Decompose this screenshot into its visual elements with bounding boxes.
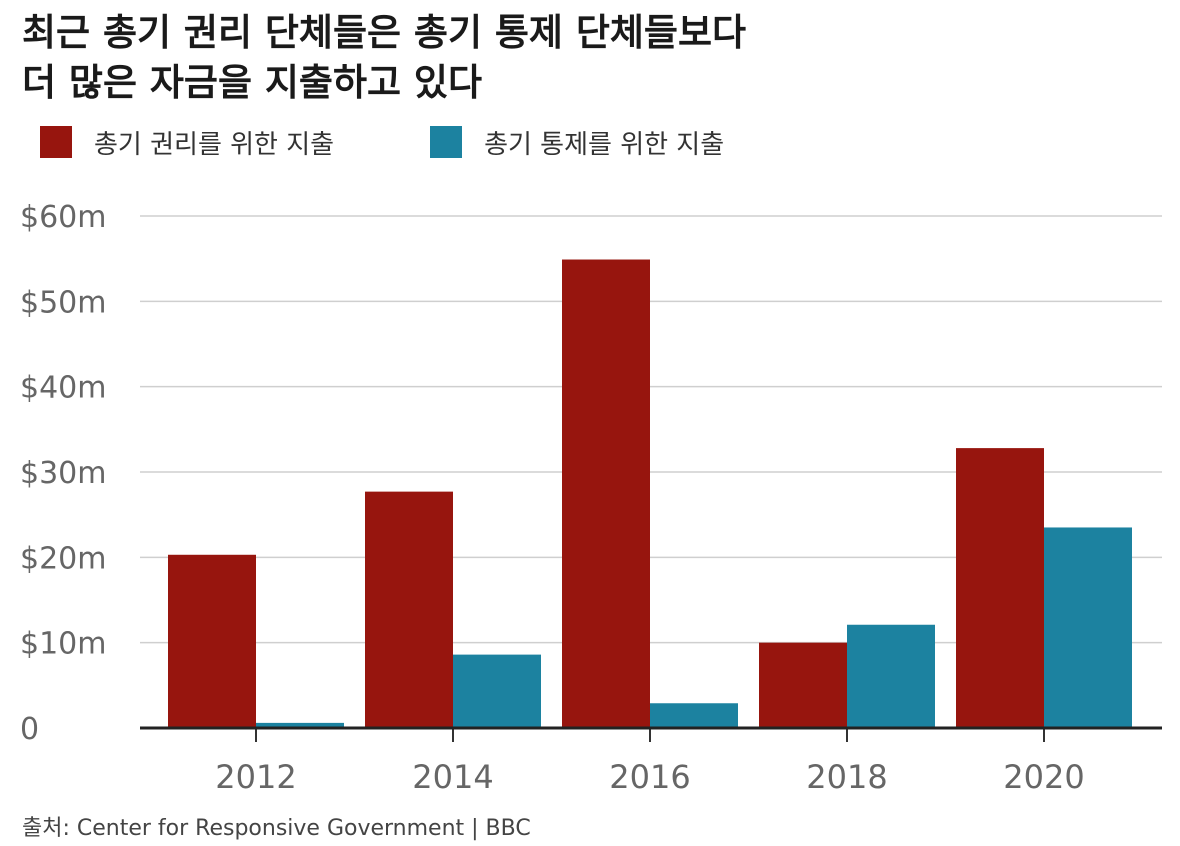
x-tick-label: 2018	[806, 758, 887, 796]
x-tick-label: 2012	[215, 758, 296, 796]
chart-title-line-1: 최근 총기 권리 단체들은 총기 통제 단체들보다	[22, 11, 747, 54]
y-tick-label: $30m	[20, 456, 106, 491]
bar-gun-rights-2012	[168, 554, 256, 728]
legend-label-gun-rights: 총기 권리를 위한 지출	[94, 129, 335, 160]
legend-swatch-gun-control	[430, 126, 463, 158]
bar-gun-rights-2020	[956, 448, 1044, 728]
bar-gun-control-2016	[650, 703, 738, 728]
x-tick-label: 2016	[609, 758, 690, 796]
legend-item-gun-rights: 총기 권리를 위한 지출	[40, 124, 334, 161]
bar-gun-rights-2014	[365, 491, 453, 728]
x-tick-label: 2020	[1003, 758, 1084, 796]
bar-gun-control-2012	[256, 722, 344, 728]
legend-label-gun-control: 총기 통제를 위한 지출	[484, 129, 725, 160]
y-tick-label: $40m	[20, 371, 106, 406]
bar-gun-control-2018	[847, 624, 935, 728]
bar-gun-control-2020	[1044, 527, 1132, 728]
legend-item-gun-control: 총기 통제를 위한 지출	[430, 124, 724, 161]
chart-title-line-2: 더 많은 자금을 지출하고 있다	[22, 61, 483, 104]
y-tick-label: $20m	[20, 541, 106, 576]
y-tick-label: $60m	[20, 200, 106, 235]
bar-gun-rights-2016	[562, 259, 650, 728]
bar-gun-control-2014	[453, 654, 541, 728]
legend-swatch-gun-rights	[40, 126, 72, 158]
bar-gun-rights-2018	[759, 642, 847, 728]
x-tick-label: 2014	[412, 758, 493, 796]
legend: 총기 권리를 위한 지출 총기 통제를 위한 지출	[40, 122, 820, 162]
source-note: 출처: Center for Responsive Government | B…	[22, 816, 531, 841]
y-tick-label: 0	[20, 712, 39, 747]
chart-title: 최근 총기 권리 단체들은 총기 통제 단체들보다 더 많은 자금을 지출하고 …	[22, 8, 1152, 108]
y-tick-label: $10m	[20, 627, 106, 662]
bar-chart: 0 $10m $20m $30m $40m $50m $60m 2012 2014 2016 201…	[20, 200, 1162, 796]
y-tick-label: $50m	[20, 285, 106, 320]
